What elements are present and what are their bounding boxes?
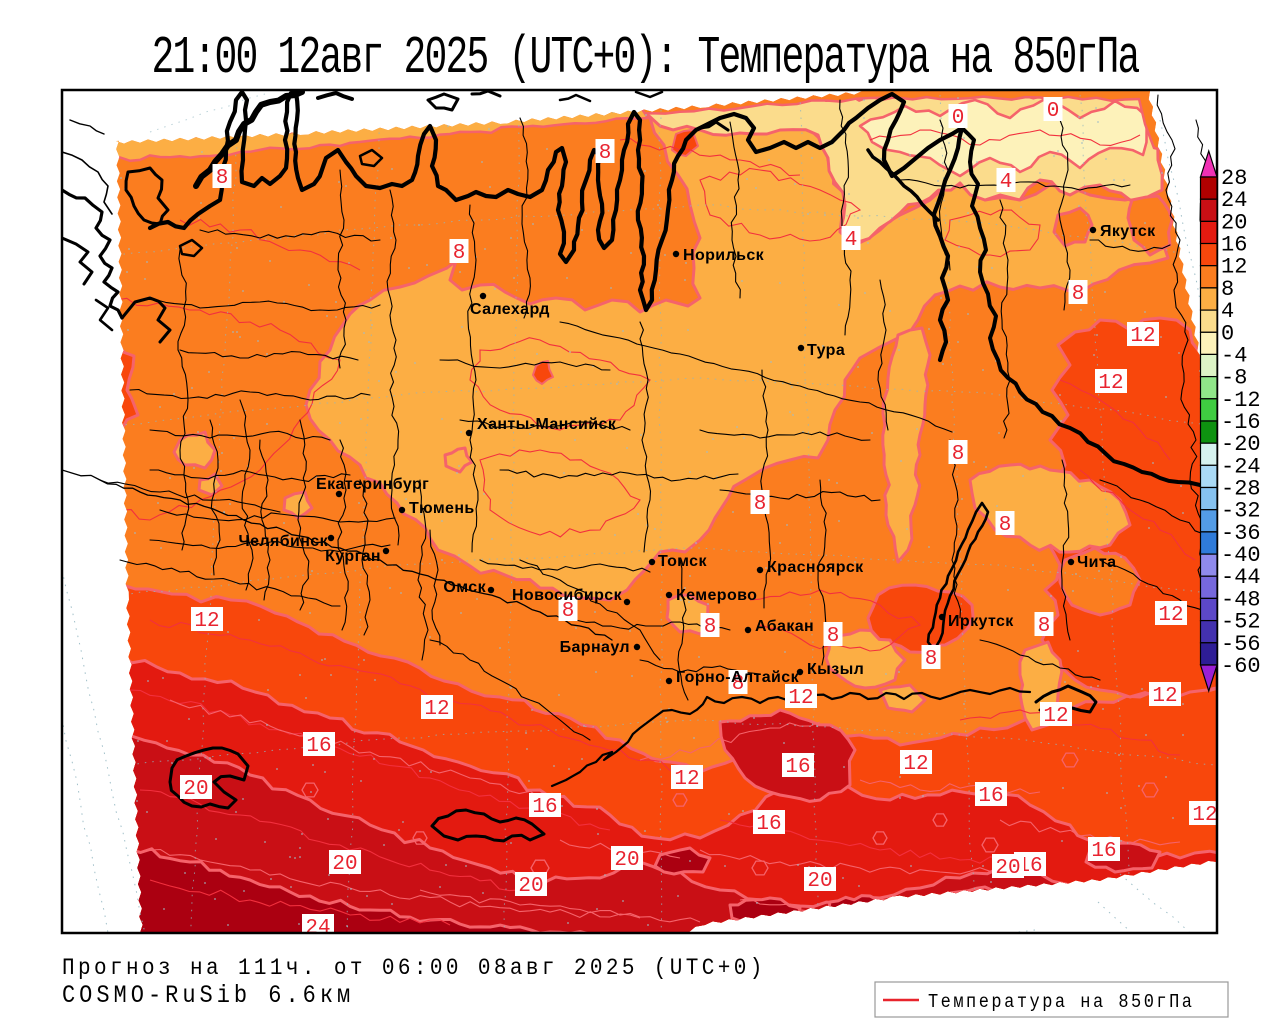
svg-text:8: 8	[754, 493, 767, 516]
svg-text:20: 20	[1221, 210, 1247, 235]
svg-text:Курган: Курган	[325, 548, 381, 565]
svg-text:12: 12	[1158, 604, 1183, 627]
svg-text:16: 16	[756, 813, 781, 836]
svg-text:-24: -24	[1221, 454, 1261, 479]
svg-text:8: 8	[453, 242, 466, 265]
svg-text:16: 16	[1221, 233, 1247, 258]
svg-text:Екатеринбург: Екатеринбург	[316, 476, 429, 493]
svg-text:-16: -16	[1221, 410, 1261, 435]
svg-text:Тура: Тура	[807, 342, 845, 359]
svg-text:20: 20	[332, 853, 357, 876]
svg-text:-28: -28	[1221, 477, 1261, 502]
svg-text:0: 0	[1047, 100, 1060, 123]
svg-text:-4: -4	[1221, 343, 1247, 368]
svg-text:16: 16	[306, 735, 331, 758]
svg-text:Челябинск: Челябинск	[238, 533, 328, 550]
svg-text:8: 8	[732, 673, 745, 696]
svg-text:16: 16	[785, 756, 810, 779]
svg-text:12: 12	[1098, 372, 1123, 395]
svg-text:24: 24	[305, 917, 330, 940]
svg-text:-40: -40	[1221, 543, 1261, 568]
svg-text:-48: -48	[1221, 587, 1261, 612]
svg-text:28: 28	[1221, 166, 1247, 191]
svg-text:20: 20	[183, 778, 208, 801]
svg-text:Новосибирск: Новосибирск	[512, 587, 623, 604]
svg-text:-36: -36	[1221, 521, 1261, 546]
svg-text:20: 20	[614, 849, 639, 872]
svg-text:12: 12	[788, 687, 813, 710]
svg-text:Тюмень: Тюмень	[409, 500, 475, 517]
svg-text:-20: -20	[1221, 432, 1261, 457]
svg-text:Чита: Чита	[1077, 554, 1116, 571]
svg-text:16: 16	[1091, 840, 1116, 863]
svg-text:8: 8	[925, 648, 938, 671]
svg-text:-52: -52	[1221, 610, 1261, 635]
svg-text:Абакан: Абакан	[755, 618, 814, 635]
svg-text:12: 12	[194, 610, 219, 633]
svg-text:0: 0	[952, 107, 965, 130]
svg-text:8: 8	[952, 443, 965, 466]
svg-text:12: 12	[1152, 685, 1177, 708]
svg-text:24: 24	[1221, 188, 1247, 213]
svg-text:12: 12	[1221, 255, 1247, 280]
svg-text:-60: -60	[1221, 654, 1261, 679]
svg-text:4: 4	[845, 229, 858, 252]
svg-text:8: 8	[1221, 277, 1234, 302]
svg-text:8: 8	[827, 625, 840, 648]
svg-text:12: 12	[1130, 325, 1155, 348]
svg-text:12: 12	[1043, 705, 1068, 728]
svg-text:8: 8	[1038, 615, 1051, 638]
svg-text:Горно-Алтайск: Горно-Алтайск	[676, 669, 800, 686]
svg-text:16: 16	[978, 785, 1003, 808]
svg-text:Иркутск: Иркутск	[948, 613, 1014, 630]
svg-text:Ханты-Мансийск: Ханты-Мансийск	[477, 416, 617, 433]
svg-text:16: 16	[532, 796, 557, 819]
svg-text:0: 0	[1221, 321, 1234, 346]
svg-text:-32: -32	[1221, 499, 1261, 524]
svg-text:Прогноз на 111ч. от 06:00 08ав: Прогноз на 111ч. от 06:00 08авг 2025 (UT…	[62, 955, 766, 981]
svg-text:Температура на 850гПа: Температура на 850гПа	[928, 992, 1194, 1013]
svg-text:Салехард: Салехард	[470, 301, 550, 318]
svg-text:12: 12	[424, 698, 449, 721]
svg-text:Омск: Омск	[443, 579, 486, 596]
svg-text:-12: -12	[1221, 388, 1261, 413]
svg-text:12: 12	[903, 753, 928, 776]
svg-text:-44: -44	[1221, 565, 1261, 590]
svg-text:Красноярск: Красноярск	[767, 559, 864, 576]
svg-text:Кызыл: Кызыл	[807, 661, 864, 678]
svg-text:Барнаул: Барнаул	[560, 639, 630, 656]
svg-text:12: 12	[674, 768, 699, 791]
svg-text:8: 8	[216, 167, 229, 190]
svg-text:4: 4	[1221, 299, 1234, 324]
svg-text:20: 20	[807, 870, 832, 893]
svg-text:Норильск: Норильск	[683, 247, 765, 264]
svg-text:12: 12	[1192, 804, 1217, 827]
svg-text:8: 8	[562, 600, 575, 623]
svg-text:-56: -56	[1221, 632, 1261, 657]
svg-text:20: 20	[518, 875, 543, 898]
svg-text:Якутск: Якутск	[1100, 223, 1156, 240]
svg-text:Кемерово: Кемерово	[676, 587, 757, 604]
svg-text:Томск: Томск	[658, 553, 707, 570]
svg-text:21:00 12авг 2025 (UTC+0): Темп: 21:00 12авг 2025 (UTC+0): Температура на…	[152, 28, 1140, 88]
svg-text:4: 4	[1000, 171, 1013, 194]
svg-text:8: 8	[999, 514, 1012, 537]
svg-text:20: 20	[995, 857, 1020, 880]
svg-text:COSMO-RuSib 6.6км: COSMO-RuSib 6.6км	[62, 982, 354, 1011]
svg-text:-8: -8	[1221, 366, 1247, 391]
svg-text:8: 8	[1072, 283, 1085, 306]
svg-text:8: 8	[599, 142, 612, 165]
svg-text:8: 8	[704, 616, 717, 639]
